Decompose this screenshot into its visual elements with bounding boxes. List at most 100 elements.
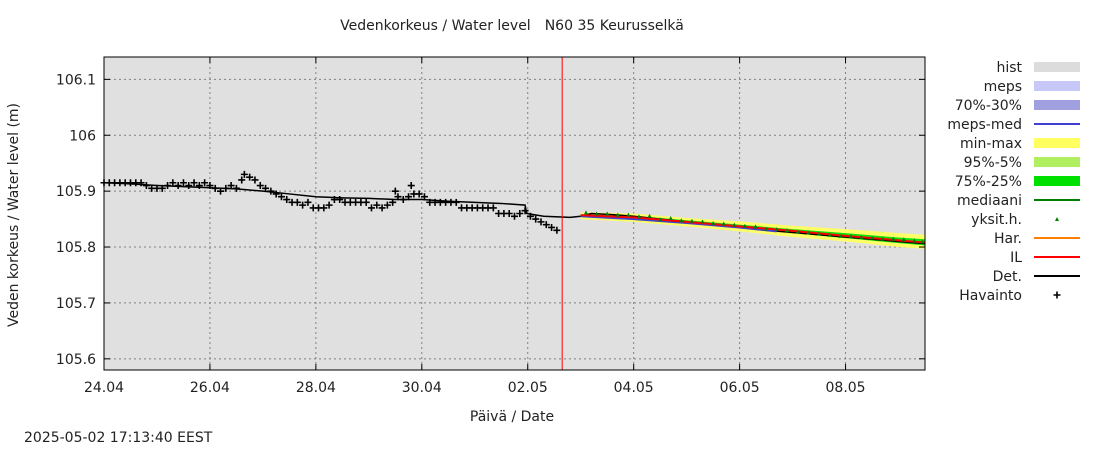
legend-label: mediaani [957, 193, 1022, 209]
observation-point [320, 204, 328, 212]
y-axis: 105.6 105.7 105.8 105.9 106 106.1 [56, 72, 925, 368]
observation-point [521, 207, 529, 215]
observation-point [505, 210, 513, 217]
observation-point [256, 182, 264, 190]
grid [104, 57, 925, 370]
single-member-point [870, 235, 875, 240]
legend-label: 95%-5% [964, 155, 1022, 171]
single-member-point [658, 217, 663, 222]
legend-swatch [1034, 62, 1080, 72]
legend-swatch [1034, 81, 1080, 91]
observation-point [362, 198, 370, 206]
observation-point [222, 184, 230, 192]
observation-point [238, 176, 246, 184]
x-tick-label: 02.05 [508, 380, 548, 396]
single-member-point [605, 211, 610, 216]
observation-point [389, 198, 397, 206]
legend-label: Det. [993, 269, 1022, 285]
observation-point [336, 196, 344, 204]
legend-label: 70%-30% [955, 98, 1022, 114]
observation-point [532, 215, 540, 223]
legend-label: meps-med [947, 117, 1022, 133]
observation-point [240, 170, 248, 178]
observation-point [277, 193, 285, 201]
observation-point [293, 198, 301, 206]
observation-point [415, 190, 423, 198]
plot-frame [103, 56, 926, 371]
observation-point [137, 179, 145, 187]
single-member-point [711, 221, 716, 226]
observation-point [452, 198, 460, 206]
observation-point [548, 223, 556, 231]
single-member-point [732, 222, 737, 227]
single-member-point [774, 227, 779, 232]
legend: hist meps 70%-30% meps-med min-max 95%-5% 75%-… [947, 60, 1080, 304]
single-member-point [806, 230, 811, 235]
single-member-point [594, 211, 599, 216]
observation-point [251, 176, 259, 184]
single-member-point [827, 232, 832, 237]
single-member-point [615, 212, 620, 217]
y-tick-label: 106 [69, 128, 96, 144]
observation-point [367, 204, 375, 212]
x-tick-label: 08.05 [826, 380, 866, 396]
observation-point [164, 182, 172, 190]
observation-point [383, 201, 391, 209]
plot-border [103, 56, 926, 371]
y-tick-label: 105.6 [56, 352, 96, 368]
observation-point [394, 193, 402, 201]
observation-point [373, 201, 381, 209]
single-member-point [848, 233, 853, 238]
legend-label: min-max [960, 136, 1022, 152]
legend-swatch [1053, 291, 1061, 299]
observation-point [201, 179, 209, 187]
observation-point [185, 182, 193, 190]
single-member-point [764, 226, 769, 231]
x-tick-label: 24.04 [84, 380, 124, 396]
y-tick-label: 105.7 [56, 296, 96, 312]
x-axis-label: Päivä / Date [470, 409, 554, 425]
observation-point [391, 187, 399, 195]
single-member-point [753, 224, 758, 229]
observation-point [516, 210, 524, 217]
observation-point [195, 182, 203, 190]
single-member-point [920, 239, 925, 244]
observation-point [283, 196, 291, 204]
observation-point [262, 184, 270, 192]
single-member-point [838, 233, 843, 238]
observation-point [227, 182, 235, 190]
observation-point [304, 198, 312, 206]
single-member-point [742, 223, 747, 228]
observation-point [267, 187, 275, 195]
single-member-point [912, 238, 917, 243]
legend-label: Har. [994, 231, 1022, 247]
observation-point [553, 226, 561, 234]
observation-point [190, 179, 198, 187]
chart-title-main: Vedenkorkeus / Water level [340, 18, 531, 34]
observation-point [378, 204, 386, 212]
observation-point [232, 184, 240, 192]
single-member-point [859, 234, 864, 239]
single-member-point [880, 236, 885, 241]
observation-point [542, 221, 550, 229]
single-member-point [721, 221, 726, 226]
y-tick-label: 105.8 [56, 240, 96, 256]
observation-point [526, 212, 534, 220]
x-tick-label: 04.05 [614, 380, 654, 396]
chart-title-station: N60 35 Keurusselkä [544, 18, 684, 34]
series-layer [100, 57, 926, 370]
single-member-point [901, 237, 906, 242]
observation-point [420, 193, 428, 201]
single-member-point [817, 231, 822, 236]
observation-point [246, 173, 254, 181]
single-member-point [636, 214, 641, 219]
x-tick-label: 30.04 [402, 380, 442, 396]
observation-point [405, 193, 413, 201]
single-member-point [689, 218, 694, 223]
legend-label: IL [1010, 250, 1022, 266]
observation-point [217, 187, 225, 195]
x-tick-label: 06.05 [720, 380, 760, 396]
observation-point [158, 184, 166, 192]
legend-swatch [1034, 176, 1080, 186]
